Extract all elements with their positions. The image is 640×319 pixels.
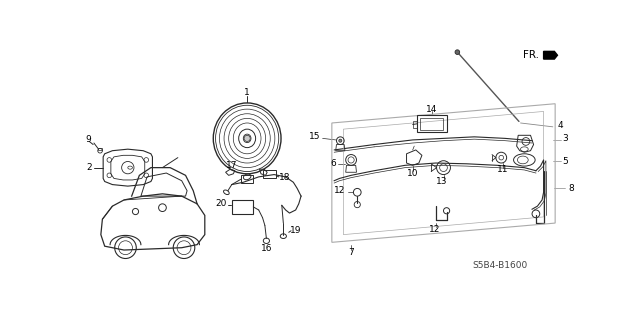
Text: 1: 1	[244, 88, 250, 97]
Circle shape	[339, 139, 342, 142]
Text: 3: 3	[562, 134, 568, 143]
Text: 20: 20	[215, 199, 227, 208]
Polygon shape	[543, 51, 557, 59]
Text: 8: 8	[568, 184, 574, 193]
Text: S5B4-B1600: S5B4-B1600	[472, 261, 527, 270]
Text: 2: 2	[86, 163, 92, 172]
Text: 14: 14	[426, 105, 438, 114]
Bar	[420, 118, 443, 130]
Text: 11: 11	[497, 166, 509, 174]
Text: 13: 13	[436, 177, 448, 186]
Text: 16: 16	[260, 244, 272, 253]
Bar	[241, 175, 253, 183]
Text: 9: 9	[85, 136, 91, 145]
Text: 10: 10	[407, 168, 419, 178]
Ellipse shape	[213, 103, 281, 174]
Bar	[262, 170, 276, 178]
Circle shape	[455, 50, 460, 55]
Circle shape	[244, 135, 250, 141]
Text: 12: 12	[429, 225, 440, 234]
Text: 17: 17	[226, 161, 237, 170]
Text: 18: 18	[279, 173, 290, 182]
Text: 15: 15	[309, 132, 320, 141]
Text: 6: 6	[330, 159, 336, 168]
Text: 4: 4	[557, 121, 563, 130]
Text: 5: 5	[562, 157, 568, 166]
Text: 19: 19	[289, 226, 301, 235]
Bar	[413, 122, 417, 128]
Bar	[98, 148, 102, 150]
Text: 7: 7	[348, 248, 354, 257]
Text: FR.: FR.	[523, 50, 539, 60]
Bar	[232, 200, 253, 214]
Bar	[417, 115, 447, 132]
Text: 12: 12	[334, 186, 346, 195]
